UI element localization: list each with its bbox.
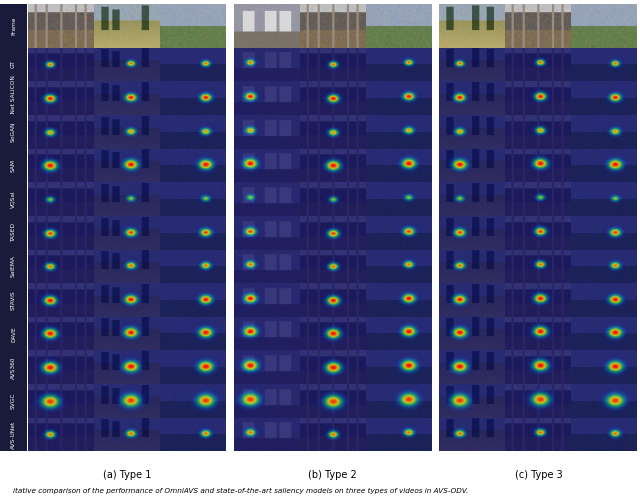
Text: VQSal: VQSal (11, 190, 16, 208)
Text: (c) Type 3: (c) Type 3 (515, 470, 563, 480)
Text: SAM: SAM (11, 159, 16, 172)
Text: (b) Type 2: (b) Type 2 (308, 470, 357, 480)
Text: SoGAN: SoGAN (11, 122, 16, 142)
Text: SVGC: SVGC (11, 393, 16, 409)
Text: STAViS: STAViS (11, 290, 16, 310)
Text: MLNet SALICON: MLNet SALICON (11, 75, 16, 122)
Text: TASED: TASED (11, 223, 16, 242)
Text: DAVE: DAVE (11, 326, 16, 342)
Text: SalEMA: SalEMA (11, 255, 16, 277)
Text: AVS360: AVS360 (11, 356, 16, 378)
Text: (a) Type 1: (a) Type 1 (103, 470, 151, 480)
Text: GT: GT (11, 61, 16, 68)
Text: Frame: Frame (11, 16, 16, 35)
Text: AVS-UNet: AVS-UNet (11, 421, 16, 449)
Text: itative comparison of the performance of OmniAVS and state-of-the-art saliency m: itative comparison of the performance of… (13, 488, 468, 494)
